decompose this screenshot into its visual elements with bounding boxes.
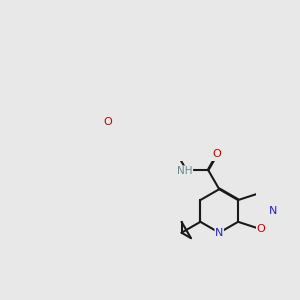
Text: O: O <box>103 117 112 127</box>
Text: N: N <box>215 228 224 238</box>
Text: N: N <box>269 206 277 216</box>
Text: NH: NH <box>177 166 193 176</box>
Text: O: O <box>213 149 221 159</box>
Text: O: O <box>256 224 265 234</box>
